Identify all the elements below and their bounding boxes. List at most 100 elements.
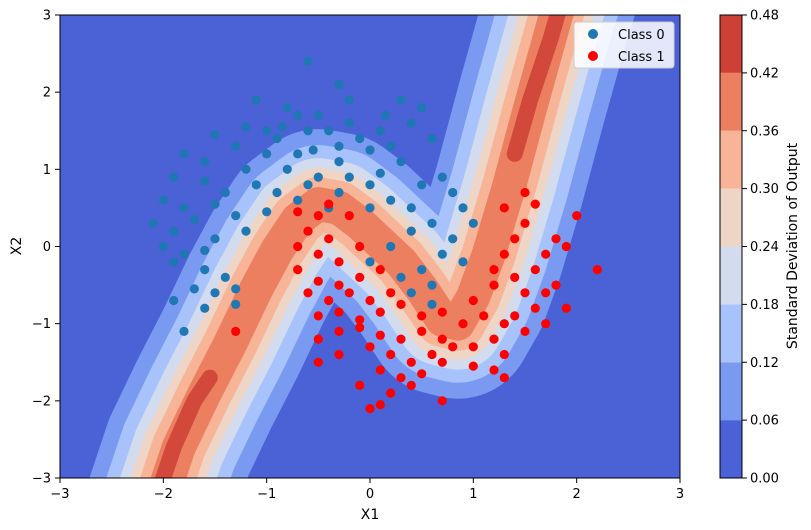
point-class-1 xyxy=(396,299,406,309)
point-class-1 xyxy=(313,311,323,321)
point-class-0 xyxy=(231,141,241,151)
point-class-0 xyxy=(179,326,189,336)
point-class-1 xyxy=(489,280,499,290)
point-class-0 xyxy=(251,95,261,105)
point-class-0 xyxy=(179,149,189,159)
y-tick-label: 0 xyxy=(43,240,51,255)
point-class-1 xyxy=(344,288,354,298)
legend-marker-class-1 xyxy=(588,51,598,61)
x-tick-label: 2 xyxy=(573,487,581,502)
point-class-0 xyxy=(427,218,437,228)
point-class-1 xyxy=(458,319,468,329)
legend-marker-class-0 xyxy=(588,29,598,39)
scatter-points xyxy=(148,56,602,414)
point-class-0 xyxy=(148,218,158,228)
point-class-1 xyxy=(437,307,447,317)
point-class-1 xyxy=(520,326,530,336)
colorbar-band xyxy=(720,362,742,421)
point-class-0 xyxy=(406,226,416,236)
colorbar-band xyxy=(720,188,742,247)
point-class-1 xyxy=(334,307,344,317)
colorbar-ticks: 0.00 0.06 0.12 0.18 0.24 0.30 0.36 0.42 0.48 xyxy=(742,9,779,487)
point-class-1 xyxy=(437,334,447,344)
point-class-1 xyxy=(520,187,530,198)
colorbar-tick-label: 0.30 xyxy=(750,182,779,197)
point-class-1 xyxy=(499,203,509,213)
point-class-1 xyxy=(468,342,478,352)
x-tick-label: −3 xyxy=(50,487,69,502)
point-class-0 xyxy=(262,149,272,159)
point-class-0 xyxy=(396,157,406,167)
colorbar-band xyxy=(720,420,742,478)
point-class-0 xyxy=(437,249,447,259)
point-class-1 xyxy=(365,404,375,414)
point-class-0 xyxy=(251,180,261,190)
point-class-0 xyxy=(303,56,313,66)
point-class-1 xyxy=(334,280,344,290)
point-class-1 xyxy=(334,257,344,267)
point-class-0 xyxy=(241,122,251,132)
point-class-1 xyxy=(375,307,385,317)
point-class-0 xyxy=(210,288,220,298)
point-class-1 xyxy=(334,326,344,336)
point-class-1 xyxy=(541,249,551,259)
point-class-0 xyxy=(458,203,468,213)
point-class-0 xyxy=(458,257,468,267)
y-tick-label: 1 xyxy=(43,163,51,178)
point-class-0 xyxy=(375,168,385,178)
y-axis-label: X2 xyxy=(9,237,25,256)
point-class-0 xyxy=(417,265,427,275)
point-class-0 xyxy=(406,288,416,298)
colorbar-label: Standard Deviation of Output xyxy=(785,142,801,349)
plot-area xyxy=(60,15,680,478)
colorbar-tick-label: 0.36 xyxy=(750,124,779,139)
point-class-1 xyxy=(551,280,561,290)
point-class-0 xyxy=(200,265,210,275)
point-class-0 xyxy=(272,187,282,198)
point-class-0 xyxy=(158,195,168,205)
point-class-1 xyxy=(396,373,406,383)
point-class-1 xyxy=(293,207,303,217)
colorbar-tick-label: 0.18 xyxy=(750,298,779,313)
colorbar-band xyxy=(720,246,742,305)
point-class-0 xyxy=(210,199,220,209)
point-class-0 xyxy=(169,172,179,182)
point-class-0 xyxy=(200,176,210,186)
point-class-0 xyxy=(334,141,344,151)
point-class-1 xyxy=(324,199,334,209)
point-class-0 xyxy=(200,245,210,255)
point-class-0 xyxy=(200,157,210,167)
point-class-1 xyxy=(303,226,313,236)
point-class-0 xyxy=(427,133,437,144)
point-class-1 xyxy=(324,234,334,244)
point-class-1 xyxy=(313,357,323,367)
point-class-0 xyxy=(355,133,365,144)
point-class-1 xyxy=(520,288,530,298)
point-class-0 xyxy=(334,79,344,90)
point-class-0 xyxy=(189,284,199,294)
colorbar-tick-label: 0.24 xyxy=(750,240,779,255)
colorbar: 0.00 0.06 0.12 0.18 0.24 0.30 0.36 0.42 0.48 Sta… xyxy=(719,9,801,487)
point-class-0 xyxy=(282,103,292,113)
point-class-1 xyxy=(396,334,406,344)
point-class-0 xyxy=(169,257,179,267)
point-class-1 xyxy=(489,265,499,275)
point-class-1 xyxy=(417,311,427,321)
point-class-1 xyxy=(437,396,447,406)
y-tick-label: −2 xyxy=(32,394,51,409)
x-tick-label: 3 xyxy=(676,487,684,502)
point-class-1 xyxy=(592,265,602,275)
point-class-0 xyxy=(169,295,179,306)
point-class-0 xyxy=(386,241,396,252)
point-class-1 xyxy=(375,365,385,375)
point-class-0 xyxy=(241,226,251,236)
y-axis-ticks: −3 −2 −1 0 1 2 3 xyxy=(32,9,60,487)
point-class-0 xyxy=(427,299,437,309)
point-class-1 xyxy=(417,326,427,336)
point-class-0 xyxy=(200,303,210,313)
point-class-1 xyxy=(386,388,396,398)
point-class-1 xyxy=(375,400,385,410)
point-class-1 xyxy=(386,349,396,360)
point-class-1 xyxy=(448,342,458,352)
point-class-0 xyxy=(158,241,168,252)
